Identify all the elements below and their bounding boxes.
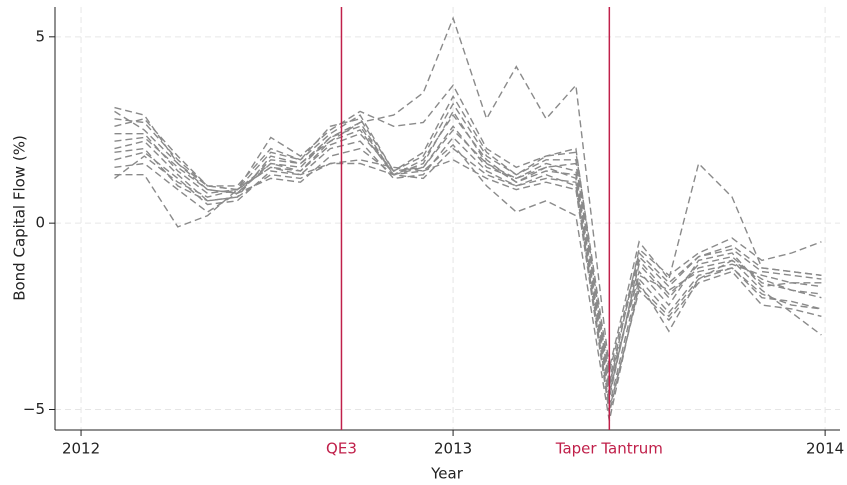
series-line: [114, 94, 822, 373]
x-tick-label: 2014: [806, 440, 844, 458]
series-line: [114, 110, 822, 399]
y-axis-title: Bond Capital Flow (%): [11, 135, 29, 301]
series-line: [114, 125, 822, 392]
x-axis-title: Year: [430, 465, 464, 483]
series-line: [114, 113, 822, 395]
event-label: QE3: [326, 440, 357, 458]
event-label: Taper Tantrum: [555, 440, 663, 458]
y-tick-label: −5: [23, 400, 45, 418]
series-line: [114, 147, 822, 410]
x-tick-label: 2013: [434, 440, 472, 458]
series-line: [114, 128, 822, 384]
series-line: [114, 102, 822, 380]
series-line: [114, 143, 822, 421]
y-tick-label: 5: [35, 27, 45, 45]
series-line: [114, 84, 822, 388]
series-line: [114, 136, 822, 406]
series-line: [114, 147, 822, 414]
y-tick-label: 0: [35, 214, 45, 232]
x-tick-label: 2012: [62, 440, 100, 458]
